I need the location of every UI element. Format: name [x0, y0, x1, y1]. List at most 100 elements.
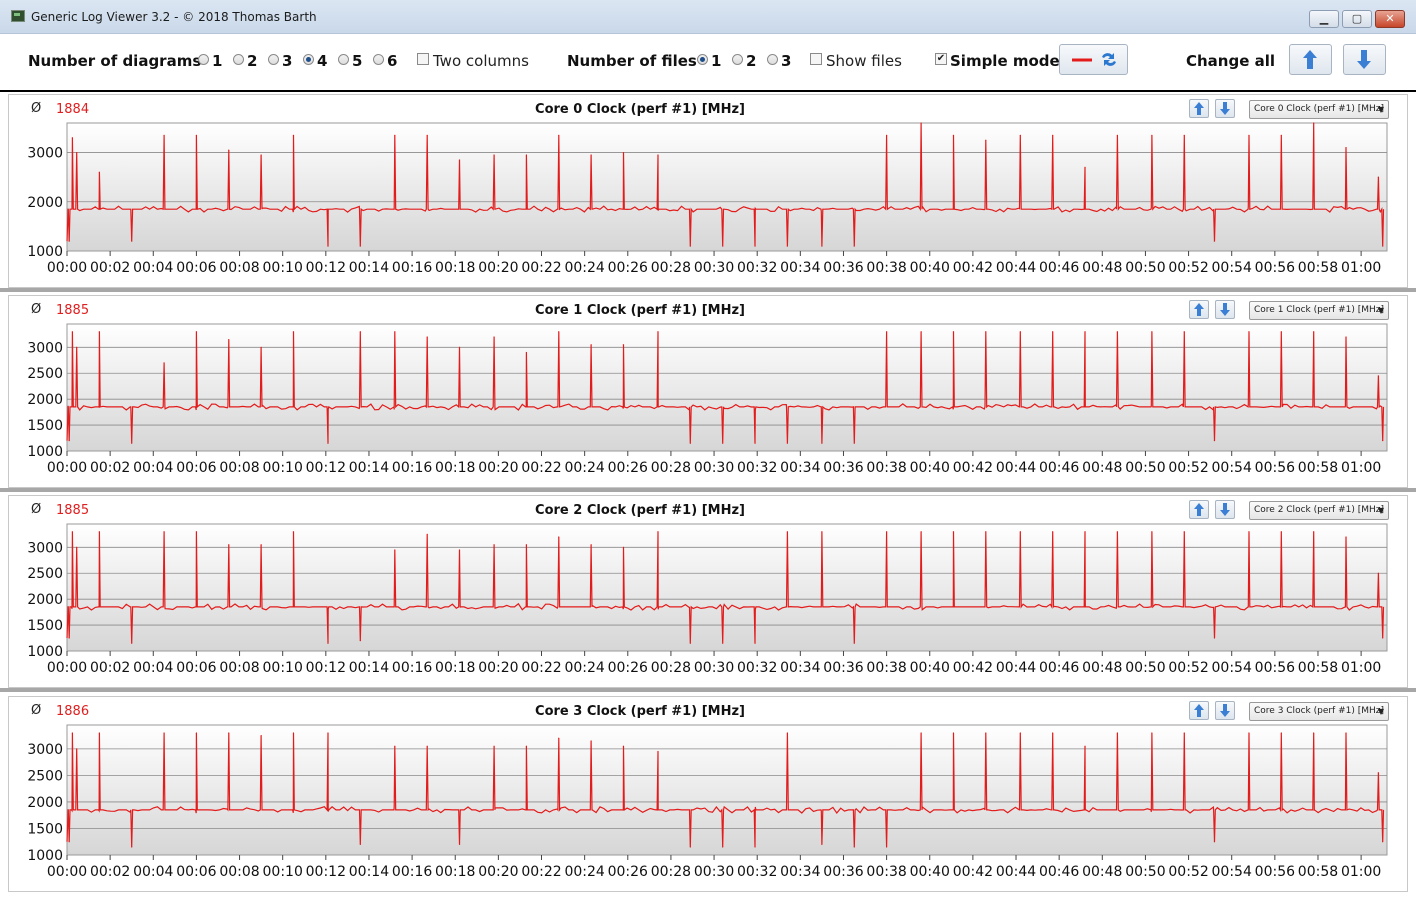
move-down-button[interactable]	[1215, 701, 1235, 720]
diagram-radio-4[interactable]	[303, 54, 314, 65]
series-select[interactable]: Core 3 Clock (perf #1) [MHz] ▼	[1249, 702, 1389, 721]
data-point	[1116, 134, 1118, 136]
data-point	[98, 732, 100, 734]
move-up-button[interactable]	[1189, 300, 1209, 319]
x-tick-label: 00:58	[1298, 460, 1338, 476]
data-point	[853, 642, 855, 644]
x-tick-label: 01:00	[1341, 460, 1381, 476]
y-tick-label: 2000	[27, 795, 63, 811]
x-tick-label: 00:16	[392, 660, 432, 676]
panel-splitter[interactable]	[0, 488, 1416, 492]
series-select-value: Core 3 Clock (perf #1) [MHz]	[1254, 706, 1384, 716]
diagram-radio-1[interactable]	[198, 54, 209, 65]
series-select[interactable]: Core 0 Clock (perf #1) [MHz] ▼	[1249, 100, 1389, 119]
data-point	[622, 344, 625, 346]
data-point	[722, 245, 724, 247]
plot-area	[66, 523, 1388, 652]
data-point	[260, 735, 262, 737]
x-tick-label: 01:00	[1341, 260, 1381, 276]
data-point	[76, 748, 78, 750]
x-tick-label: 00:12	[306, 460, 346, 476]
x-tick-label: 01:00	[1341, 660, 1381, 676]
maximize-button[interactable]: ▢	[1342, 10, 1372, 28]
chevron-down-icon: ▼	[1377, 306, 1384, 315]
two-columns-checkbox[interactable]	[417, 53, 429, 65]
data-point	[590, 154, 592, 156]
y-tick-label: 2500	[27, 366, 63, 382]
x-tick-label: 00:26	[608, 260, 648, 276]
x-tick-label: 00:38	[866, 260, 906, 276]
show-files-checkbox[interactable]	[810, 53, 822, 65]
x-tick-label: 01:00	[1341, 864, 1381, 880]
line-style-button[interactable]	[1059, 44, 1128, 75]
x-tick-label: 00:00	[47, 864, 87, 880]
x-tick-label: 00:20	[478, 660, 518, 676]
data-point	[821, 245, 823, 247]
move-all-up-button[interactable]	[1289, 44, 1332, 75]
data-point	[1345, 336, 1347, 338]
diagram-radio-6[interactable]	[373, 54, 384, 65]
x-tick-label: 00:40	[910, 660, 950, 676]
diagram-radio-3[interactable]	[268, 54, 279, 65]
series-select[interactable]: Core 2 Clock (perf #1) [MHz] ▼	[1249, 501, 1389, 520]
data-point	[786, 442, 788, 444]
x-tick-label: 00:50	[1125, 460, 1165, 476]
data-point	[327, 732, 329, 734]
data-point	[1213, 637, 1216, 639]
x-tick-label: 00:54	[1212, 460, 1252, 476]
move-up-button[interactable]	[1189, 500, 1209, 519]
arrow-down-icon	[1220, 303, 1230, 316]
move-up-button[interactable]	[1189, 99, 1209, 118]
data-point	[1382, 841, 1384, 843]
x-tick-label: 00:38	[866, 864, 906, 880]
move-all-down-button[interactable]	[1343, 44, 1386, 75]
panel-splitter[interactable]	[0, 688, 1416, 692]
data-point	[1151, 331, 1153, 333]
show-files-label: Show files	[826, 52, 902, 70]
x-tick-label: 00:28	[651, 260, 691, 276]
x-tick-label: 00:26	[608, 864, 648, 880]
arrow-down-icon	[1220, 704, 1230, 717]
x-tick-label: 00:12	[306, 864, 346, 880]
data-point	[886, 531, 888, 533]
data-point	[1084, 331, 1086, 333]
y-tick-label: 2500	[27, 566, 63, 582]
move-up-button[interactable]	[1189, 701, 1209, 720]
file-radio-2[interactable]	[732, 54, 743, 65]
x-tick-label: 00:34	[780, 660, 820, 676]
data-point	[98, 531, 100, 533]
simple-mode-checkbox[interactable]: ✔	[935, 53, 947, 65]
data-point	[525, 745, 528, 747]
x-tick-label: 00:08	[219, 460, 259, 476]
x-tick-label: 00:28	[651, 460, 691, 476]
data-point	[722, 642, 724, 644]
data-point	[590, 740, 592, 742]
x-tick-label: 00:32	[737, 864, 777, 880]
series-select[interactable]: Core 1 Clock (perf #1) [MHz] ▼	[1249, 301, 1389, 320]
data-point	[853, 846, 855, 848]
data-point	[394, 549, 396, 551]
series-line	[66, 531, 1385, 644]
data-point	[1248, 134, 1250, 136]
data-point	[1116, 331, 1118, 333]
data-point	[622, 151, 625, 154]
close-button[interactable]: ✕	[1375, 10, 1405, 28]
diagram-title: Core 1 Clock (perf #1) [MHz]	[535, 303, 745, 318]
x-tick-label: 00:04	[133, 660, 173, 676]
file-radio-1[interactable]	[697, 54, 708, 65]
move-down-button[interactable]	[1215, 99, 1235, 118]
move-down-button[interactable]	[1215, 500, 1235, 519]
data-point	[657, 154, 659, 156]
panel-splitter[interactable]	[0, 288, 1416, 292]
data-point	[260, 154, 262, 156]
file-radio-3[interactable]	[767, 54, 778, 65]
diagram-radio-5[interactable]	[338, 54, 349, 65]
x-tick-label: 00:34	[780, 460, 820, 476]
data-point	[1313, 331, 1315, 333]
y-tick-label: 1000	[27, 444, 63, 460]
data-point	[195, 732, 198, 734]
move-down-button[interactable]	[1215, 300, 1235, 319]
minimize-button[interactable]: ▁	[1309, 10, 1339, 28]
data-point	[1377, 572, 1379, 574]
diagram-radio-2[interactable]	[233, 54, 244, 65]
